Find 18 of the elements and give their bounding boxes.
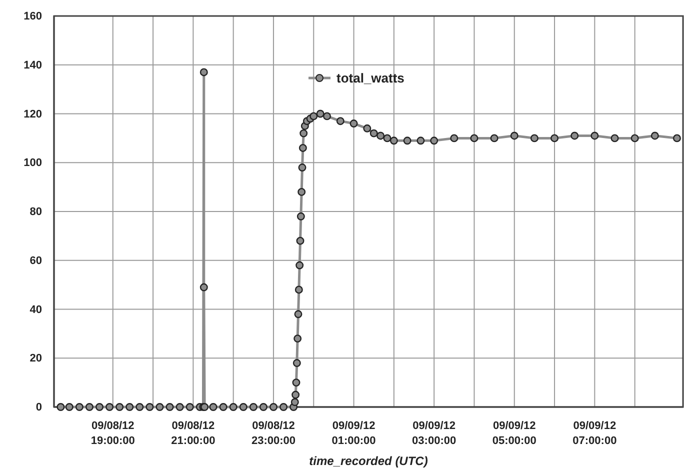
y-tick-label: 20 xyxy=(30,352,42,365)
x-tick-label: 09/09/12 03:00:00 xyxy=(412,420,456,447)
x-tick-label: 09/09/12 01:00:00 xyxy=(332,420,376,447)
x-tick-label: 09/09/12 07:00:00 xyxy=(572,420,617,447)
y-tick-label: 100 xyxy=(24,157,42,170)
y-tick-label: 140 xyxy=(24,59,42,72)
y-tick-label: 40 xyxy=(30,304,42,316)
y-tick-label: 120 xyxy=(24,108,42,120)
x-tick-label: 09/08/12 19:00:00 xyxy=(90,420,135,447)
x-tick-label: 09/09/12 05:00:00 xyxy=(492,420,536,447)
legend-label: total_watts xyxy=(336,70,404,86)
y-tick-label: 80 xyxy=(30,206,42,218)
x-axis-title: time_recorded (UTC) xyxy=(309,454,428,468)
y-tick-label: 60 xyxy=(30,254,42,267)
y-tick-label: 160 xyxy=(24,10,42,23)
x-tick-label: 09/08/12 21:00:00 xyxy=(171,420,216,447)
y-tick-label: 0 xyxy=(36,402,42,414)
x-tick-label: 09/08/12 23:00:00 xyxy=(251,420,296,447)
